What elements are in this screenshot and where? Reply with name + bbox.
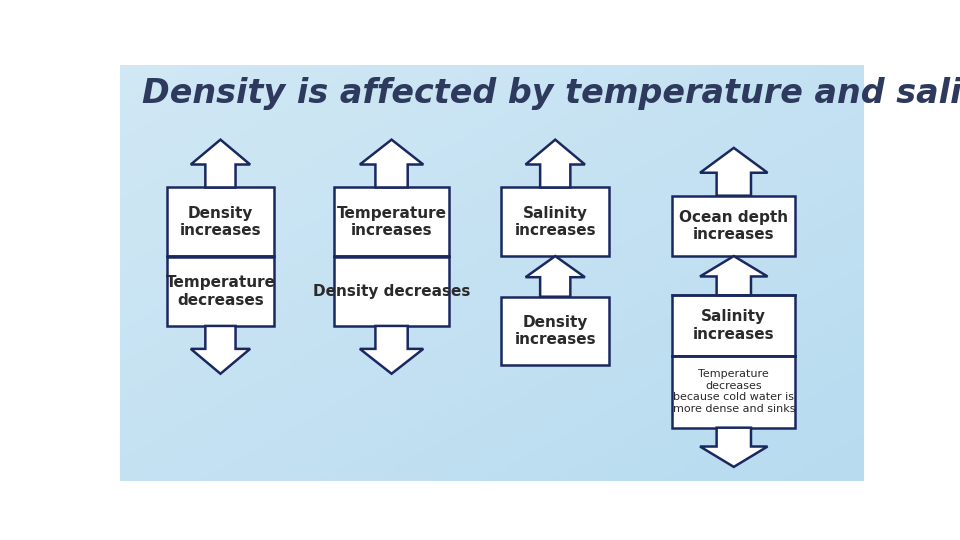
Text: Temperature
decreases: Temperature decreases	[165, 275, 276, 308]
FancyBboxPatch shape	[501, 187, 610, 256]
FancyBboxPatch shape	[334, 258, 449, 326]
FancyBboxPatch shape	[672, 195, 795, 256]
Text: Salinity
increases: Salinity increases	[515, 206, 596, 238]
Polygon shape	[700, 256, 768, 295]
Text: Temperature
decreases
because cold water is
more dense and sinks: Temperature decreases because cold water…	[673, 369, 795, 414]
Polygon shape	[525, 256, 585, 296]
FancyBboxPatch shape	[334, 187, 449, 256]
Polygon shape	[360, 326, 423, 374]
Text: Salinity
increases: Salinity increases	[693, 309, 775, 342]
Text: Ocean depth
increases: Ocean depth increases	[680, 210, 788, 242]
FancyBboxPatch shape	[672, 295, 795, 356]
Polygon shape	[700, 148, 768, 195]
Text: Density is affected by temperature and salinity.: Density is affected by temperature and s…	[142, 77, 960, 110]
FancyBboxPatch shape	[166, 187, 275, 256]
FancyBboxPatch shape	[166, 258, 275, 326]
Text: Temperature
increases: Temperature increases	[337, 206, 446, 238]
Polygon shape	[191, 326, 251, 374]
FancyBboxPatch shape	[672, 356, 795, 428]
Text: Density
increases: Density increases	[515, 315, 596, 347]
Polygon shape	[525, 140, 585, 187]
Text: Density decreases: Density decreases	[313, 284, 470, 299]
Text: Density
increases: Density increases	[180, 206, 261, 238]
Polygon shape	[360, 140, 423, 187]
Polygon shape	[191, 140, 251, 187]
FancyBboxPatch shape	[501, 296, 610, 366]
Polygon shape	[700, 428, 768, 467]
